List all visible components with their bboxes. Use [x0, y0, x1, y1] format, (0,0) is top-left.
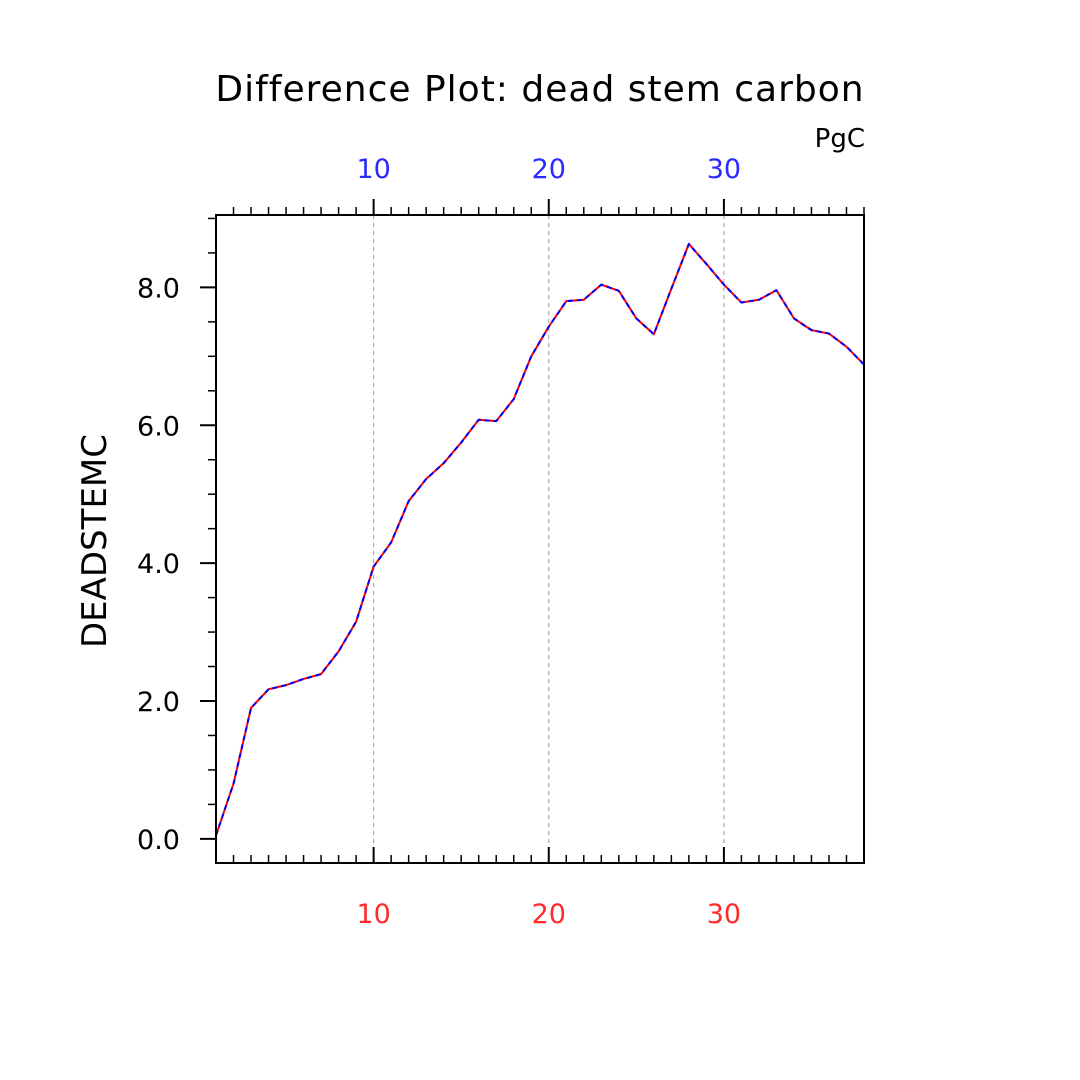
- series-line-0: [215, 242, 865, 836]
- y-tick-label-1: 2.0: [137, 687, 180, 718]
- series-lines: [215, 242, 865, 836]
- x-tick-label-bottom-2: 30: [707, 899, 741, 930]
- x-tick-label-bottom-1: 20: [532, 899, 566, 930]
- x-tick-label-top-1: 20: [532, 154, 566, 185]
- y-axis-label: DEADSTEMC: [75, 434, 115, 648]
- plot-frame: [215, 214, 865, 864]
- y-tick-label-2: 4.0: [137, 549, 180, 580]
- chart-title: Difference Plot: dead stem carbon: [215, 69, 864, 110]
- vertical-gridlines: [373, 215, 725, 863]
- y-tick-label-3: 6.0: [137, 411, 180, 442]
- y-tick-label-4: 8.0: [137, 273, 180, 304]
- y-tick-label-0: 0.0: [137, 825, 180, 856]
- series-line-1: [215, 242, 865, 836]
- y-tick-labels: 0.0 2.0 4.0 6.0 8.0: [137, 273, 180, 855]
- x-tick-label-top-0: 10: [356, 154, 390, 185]
- axis-ticks: [200, 199, 865, 863]
- units-label: PgC: [815, 124, 865, 154]
- x-tick-label-bottom-0: 10: [356, 899, 390, 930]
- x-tick-labels: 10 10 20 20 30 30: [356, 154, 741, 930]
- x-tick-label-top-2: 30: [707, 154, 741, 185]
